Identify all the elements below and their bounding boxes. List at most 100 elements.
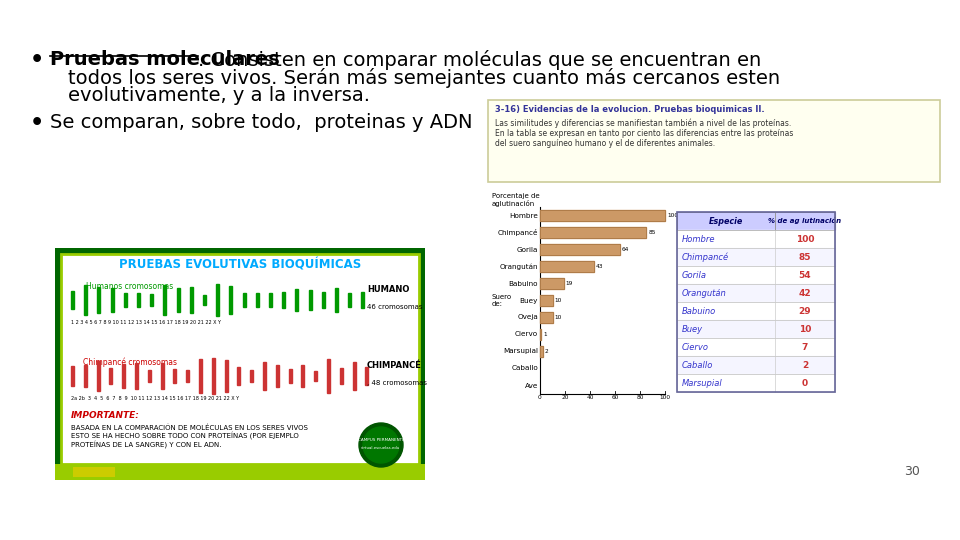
Bar: [135, 363, 138, 389]
Bar: [186, 370, 189, 382]
Text: todos los seres vivos. Serán más semejantes cuanto más cercanos esten: todos los seres vivos. Serán más semejan…: [68, 68, 780, 88]
Bar: [177, 288, 180, 312]
Bar: [540, 261, 593, 272]
Bar: [229, 286, 232, 314]
Bar: [540, 244, 620, 255]
Text: 2a 2b  3  4  5  6  7  8  9  10 11 12 13 14 15 16 17 18 19 20 21 22 X Y: 2a 2b 3 4 5 6 7 8 9 10 11 12 13 14 15 16…: [71, 396, 239, 401]
Text: 100: 100: [667, 213, 678, 218]
Bar: [677, 356, 835, 374]
Bar: [540, 278, 564, 289]
Text: virtual.escuelas.edu: virtual.escuelas.edu: [361, 446, 400, 450]
Text: 60: 60: [612, 395, 618, 400]
Text: Gorila: Gorila: [516, 246, 538, 253]
Bar: [677, 212, 835, 392]
Bar: [322, 292, 324, 308]
Text: 100: 100: [660, 395, 671, 400]
Text: 2: 2: [544, 349, 548, 354]
FancyBboxPatch shape: [73, 467, 115, 477]
Bar: [540, 295, 553, 306]
Text: Gorila: Gorila: [682, 271, 707, 280]
Bar: [677, 284, 835, 302]
Text: 46 cromosomas: 46 cromosomas: [367, 304, 422, 310]
Text: 2: 2: [802, 361, 808, 369]
Text: Babuino: Babuino: [682, 307, 716, 315]
Text: Orangután: Orangután: [682, 288, 727, 298]
Bar: [540, 329, 541, 340]
FancyBboxPatch shape: [488, 100, 940, 182]
Bar: [677, 302, 835, 320]
FancyBboxPatch shape: [55, 464, 425, 480]
Text: 85: 85: [799, 253, 811, 261]
Bar: [677, 248, 835, 266]
Text: Las similitudes y diferencias se manifiestan también a nivel de las proteínas.
E: Las similitudes y diferencias se manifie…: [495, 118, 793, 149]
Bar: [677, 338, 835, 356]
Text: Babuino: Babuino: [509, 280, 538, 287]
Bar: [540, 227, 646, 238]
Bar: [124, 293, 127, 307]
Text: Hombre: Hombre: [509, 213, 538, 219]
Text: HUMANO: HUMANO: [367, 285, 409, 294]
FancyBboxPatch shape: [61, 254, 419, 464]
Bar: [540, 312, 553, 323]
Bar: [243, 293, 246, 307]
Bar: [540, 278, 564, 289]
Text: 20: 20: [562, 395, 568, 400]
Bar: [148, 370, 151, 382]
Text: 42: 42: [799, 288, 811, 298]
Text: 0: 0: [539, 395, 541, 400]
Bar: [163, 286, 166, 314]
Circle shape: [359, 423, 403, 467]
Bar: [174, 369, 177, 383]
Bar: [540, 312, 553, 323]
Bar: [109, 368, 112, 383]
Bar: [251, 370, 253, 382]
Bar: [199, 359, 202, 393]
Text: Orangután: Orangután: [499, 263, 538, 270]
Text: •: •: [30, 50, 44, 70]
Text: 43: 43: [596, 264, 603, 269]
Bar: [212, 359, 215, 394]
Bar: [540, 210, 665, 221]
Bar: [335, 288, 338, 312]
Bar: [677, 356, 835, 374]
Text: Oveja: Oveja: [517, 314, 538, 321]
Text: 40: 40: [587, 395, 593, 400]
Text: CHIMPANCÉ: CHIMPANCÉ: [367, 361, 421, 370]
Bar: [71, 291, 74, 309]
Text: 1 2 3 4 5 6 7 8 9 10 11 12 13 14 15 16 17 18 19 20 21 22 X Y: 1 2 3 4 5 6 7 8 9 10 11 12 13 14 15 16 1…: [71, 320, 221, 325]
Bar: [540, 244, 620, 255]
Text: Pruebas moleculares: Pruebas moleculares: [50, 50, 279, 69]
Text: Se comparan, sobre todo,  proteinas y ADN: Se comparan, sobre todo, proteinas y ADN: [50, 113, 472, 132]
Text: 30: 30: [904, 465, 920, 478]
Bar: [540, 261, 593, 272]
Text: 1: 1: [543, 332, 547, 337]
Text: Ciervo: Ciervo: [682, 342, 709, 352]
Bar: [677, 374, 835, 392]
Bar: [84, 285, 87, 315]
FancyBboxPatch shape: [55, 248, 425, 480]
Text: Chimpancé: Chimpancé: [682, 252, 730, 262]
Text: Buey: Buey: [519, 298, 538, 303]
Bar: [97, 361, 100, 391]
Bar: [263, 362, 266, 390]
Bar: [190, 287, 193, 313]
Text: 0: 0: [802, 379, 808, 388]
Bar: [540, 346, 542, 357]
Bar: [203, 295, 206, 305]
Bar: [327, 359, 330, 393]
Text: Buey: Buey: [682, 325, 703, 334]
Text: •: •: [30, 113, 44, 133]
Bar: [137, 293, 140, 307]
Bar: [225, 361, 228, 392]
Bar: [540, 210, 665, 221]
Text: Suero
de:: Suero de:: [492, 294, 512, 307]
Text: Ave: Ave: [524, 382, 538, 388]
Text: 54: 54: [799, 271, 811, 280]
Text: PRUEBAS EVOLUTIVAS BIOQUÍMICAS: PRUEBAS EVOLUTIVAS BIOQUÍMICAS: [119, 258, 361, 271]
Bar: [296, 289, 299, 311]
Bar: [677, 302, 835, 320]
Bar: [540, 295, 553, 306]
Bar: [340, 368, 343, 384]
Bar: [677, 320, 835, 338]
Bar: [216, 285, 219, 316]
